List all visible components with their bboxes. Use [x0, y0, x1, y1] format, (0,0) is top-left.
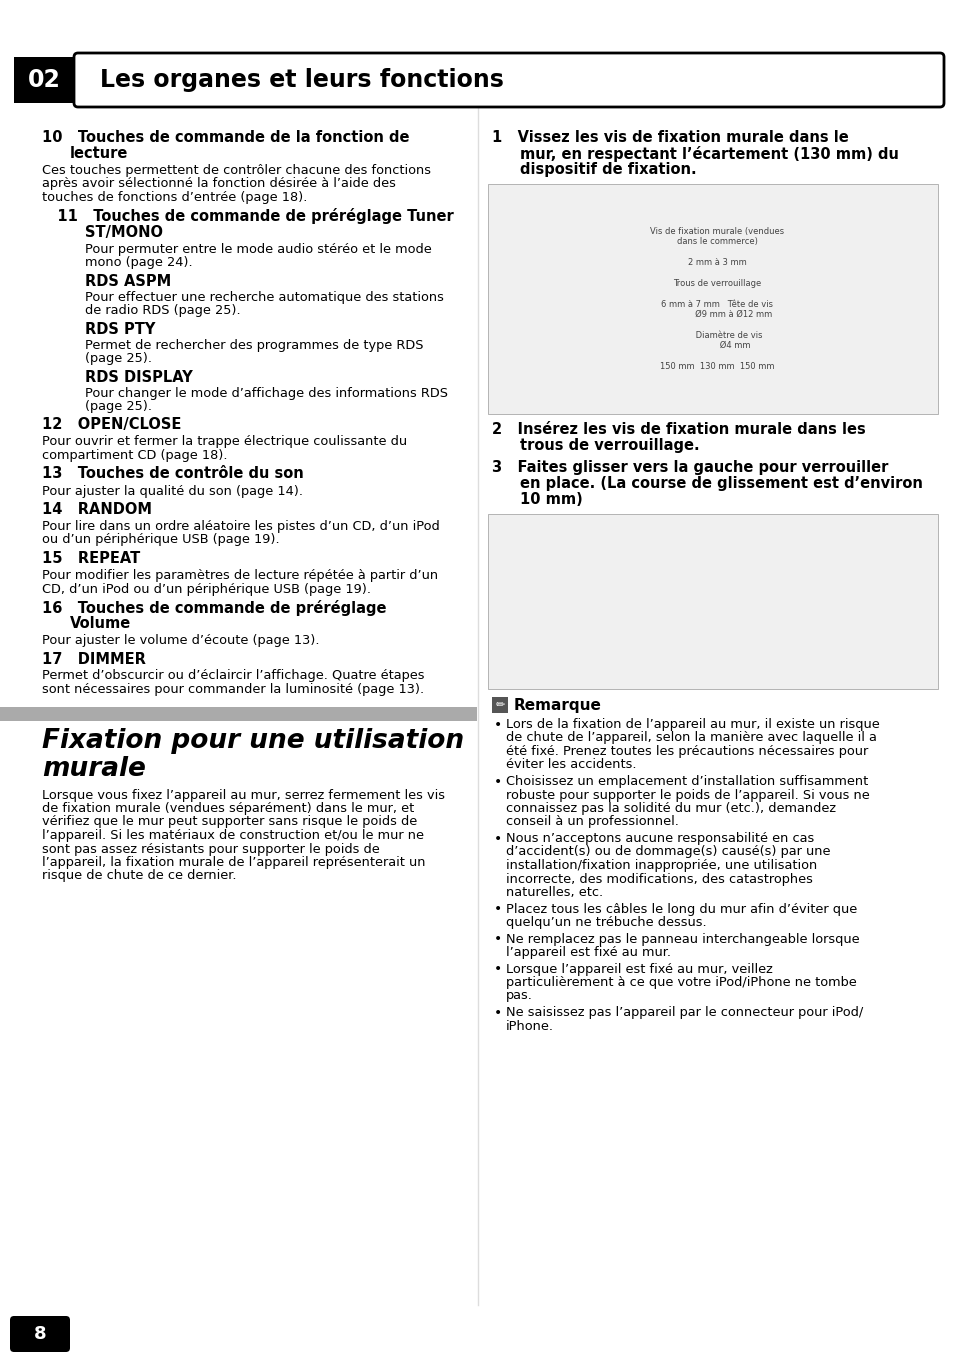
Text: compartiment CD (page 18).: compartiment CD (page 18). [42, 449, 227, 462]
Text: conseil à un professionnel.: conseil à un professionnel. [505, 816, 679, 828]
Text: 17   DIMMER: 17 DIMMER [42, 652, 146, 667]
Text: 3   Faites glisser vers la gauche pour verrouiller: 3 Faites glisser vers la gauche pour ver… [492, 459, 887, 476]
Text: Pour ajuster la qualité du son (page 14).: Pour ajuster la qualité du son (page 14)… [42, 485, 303, 497]
Text: de fixation murale (vendues séparément) dans le mur, et: de fixation murale (vendues séparément) … [42, 802, 414, 814]
Text: pas.: pas. [505, 989, 533, 1003]
Text: Pour effectuer une recherche automatique des stations: Pour effectuer une recherche automatique… [85, 290, 443, 304]
Text: 13   Touches de contrôle du son: 13 Touches de contrôle du son [42, 466, 303, 481]
Bar [488, 184, 937, 415]
Text: iPhone.: iPhone. [505, 1019, 554, 1033]
Text: •: • [494, 962, 501, 977]
Text: sont pas assez résistants pour supporter le poids de: sont pas assez résistants pour supporter… [42, 843, 379, 855]
Text: 8: 8 [33, 1325, 47, 1343]
Text: 12   OPEN/CLOSE: 12 OPEN/CLOSE [42, 417, 181, 432]
Text: RDS ASPM: RDS ASPM [85, 274, 172, 289]
Text: Permet de rechercher des programmes de type RDS: Permet de rechercher des programmes de t… [85, 339, 423, 351]
FancyBboxPatch shape [10, 1316, 70, 1352]
Text: été fixé. Prenez toutes les précautions nécessaires pour: été fixé. Prenez toutes les précautions … [505, 745, 867, 757]
Text: Choisissez un emplacement d’installation suffisamment: Choisissez un emplacement d’installation… [505, 775, 867, 789]
Text: après avoir sélectionné la fonction désirée à l’aide des: après avoir sélectionné la fonction dési… [42, 178, 395, 191]
Text: robuste pour supporter le poids de l’appareil. Si vous ne: robuste pour supporter le poids de l’app… [505, 789, 869, 802]
Text: Lorsque vous fixez l’appareil au mur, serrez fermement les vis: Lorsque vous fixez l’appareil au mur, se… [42, 789, 444, 802]
Text: Placez tous les câbles le long du mur afin d’éviter que: Placez tous les câbles le long du mur af… [505, 902, 857, 916]
Text: l’appareil, la fixation murale de l’appareil représenterait un: l’appareil, la fixation murale de l’appa… [42, 856, 425, 869]
Text: CD, d’un iPod ou d’un périphérique USB (page 19).: CD, d’un iPod ou d’un périphérique USB (… [42, 583, 371, 595]
Text: •: • [494, 775, 501, 789]
Text: 14   RANDOM: 14 RANDOM [42, 501, 152, 518]
Text: quelqu’un ne trébuche dessus.: quelqu’un ne trébuche dessus. [505, 916, 706, 930]
Text: •: • [494, 718, 501, 732]
Text: l’appareil est fixé au mur.: l’appareil est fixé au mur. [505, 946, 670, 959]
Text: particulièrement à ce que votre iPod/iPhone ne tombe: particulièrement à ce que votre iPod/iPh… [505, 976, 856, 989]
Text: connaissez pas la solidité du mur (etc.), demandez: connaissez pas la solidité du mur (etc.)… [505, 802, 835, 814]
Text: Pour ouvrir et fermer la trappe électrique coulissante du: Pour ouvrir et fermer la trappe électriq… [42, 435, 407, 449]
Text: 02: 02 [28, 68, 60, 92]
Text: en place. (La course de glissement est d’environ: en place. (La course de glissement est d… [519, 476, 922, 491]
Text: 10 mm): 10 mm) [519, 492, 582, 507]
Text: mono (page 24).: mono (page 24). [85, 256, 193, 270]
Text: ✏: ✏ [495, 701, 504, 710]
Bar [14, 57, 74, 103]
Text: 11   Touches de commande de préréglage Tuner: 11 Touches de commande de préréglage Tun… [42, 209, 454, 225]
Bar [0, 706, 476, 721]
Text: vérifiez que le mur peut supporter sans risque le poids de: vérifiez que le mur peut supporter sans … [42, 816, 416, 828]
Text: de radio RDS (page 25).: de radio RDS (page 25). [85, 304, 240, 317]
Text: Vis de fixation murale (vendues
dans le commerce)

2 mm à 3 mm

Trous de verroui: Vis de fixation murale (vendues dans le … [649, 226, 783, 371]
Text: 1   Vissez les vis de fixation murale dans le: 1 Vissez les vis de fixation murale dans… [492, 130, 848, 145]
Text: 15   REPEAT: 15 REPEAT [42, 551, 140, 566]
Text: Pour modifier les paramètres de lecture répétée à partir d’un: Pour modifier les paramètres de lecture … [42, 569, 437, 583]
Text: lecture: lecture [70, 146, 129, 161]
Text: Lors de la fixation de l’appareil au mur, il existe un risque: Lors de la fixation de l’appareil au mur… [505, 718, 879, 730]
Text: sont nécessaires pour commander la luminosité (page 13).: sont nécessaires pour commander la lumin… [42, 683, 424, 696]
Text: RDS PTY: RDS PTY [85, 321, 155, 336]
Text: incorrecte, des modifications, des catastrophes: incorrecte, des modifications, des catas… [505, 873, 812, 886]
Text: 2   Insérez les vis de fixation murale dans les: 2 Insérez les vis de fixation murale dan… [492, 421, 864, 438]
Text: murale: murale [42, 756, 146, 782]
Text: ou d’un périphérique USB (page 19).: ou d’un périphérique USB (page 19). [42, 534, 279, 546]
Text: •: • [494, 932, 501, 947]
Text: Ne remplacez pas le panneau interchangeable lorsque: Ne remplacez pas le panneau interchangea… [505, 932, 859, 946]
Text: installation/fixation inappropriée, une utilisation: installation/fixation inappropriée, une … [505, 859, 817, 873]
Text: l’appareil. Si les matériaux de construction et/ou le mur ne: l’appareil. Si les matériaux de construc… [42, 829, 423, 841]
Text: mur, en respectant l’écartement (130 mm) du: mur, en respectant l’écartement (130 mm)… [519, 146, 898, 163]
Text: d’accident(s) ou de dommage(s) causé(s) par une: d’accident(s) ou de dommage(s) causé(s) … [505, 846, 830, 859]
Text: Remarque: Remarque [514, 698, 601, 713]
FancyBboxPatch shape [74, 53, 943, 107]
Text: •: • [494, 832, 501, 846]
Text: Les organes et leurs fonctions: Les organes et leurs fonctions [100, 68, 503, 92]
Bar [492, 696, 507, 713]
Text: Nous n’acceptons aucune responsabilité en cas: Nous n’acceptons aucune responsabilité e… [505, 832, 814, 846]
Text: Pour changer le mode d’affichage des informations RDS: Pour changer le mode d’affichage des inf… [85, 386, 448, 400]
Text: touches de fonctions d’entrée (page 18).: touches de fonctions d’entrée (page 18). [42, 191, 307, 205]
Text: Permet d’obscurcir ou d’éclaircir l’affichage. Quatre étapes: Permet d’obscurcir ou d’éclaircir l’affi… [42, 669, 424, 683]
Text: Pour lire dans un ordre aléatoire les pistes d’un CD, d’un iPod: Pour lire dans un ordre aléatoire les pi… [42, 520, 439, 533]
Text: éviter les accidents.: éviter les accidents. [505, 759, 636, 771]
Text: ST/MONO: ST/MONO [85, 225, 163, 240]
Text: naturelles, etc.: naturelles, etc. [505, 886, 602, 898]
Text: 16   Touches de commande de préréglage: 16 Touches de commande de préréglage [42, 600, 386, 617]
Text: (page 25).: (page 25). [85, 400, 152, 413]
Text: RDS DISPLAY: RDS DISPLAY [85, 370, 193, 385]
Text: Ne saisissez pas l’appareil par le connecteur pour iPod/: Ne saisissez pas l’appareil par le conne… [505, 1005, 862, 1019]
Text: •: • [494, 1005, 501, 1020]
Text: Fixation pour une utilisation: Fixation pour une utilisation [42, 729, 464, 755]
Bar [488, 514, 937, 688]
Text: Lorsque l’appareil est fixé au mur, veillez: Lorsque l’appareil est fixé au mur, veil… [505, 962, 772, 976]
Text: Ces touches permettent de contrôler chacune des fonctions: Ces touches permettent de contrôler chac… [42, 164, 431, 178]
Text: 10   Touches de commande de la fonction de: 10 Touches de commande de la fonction de [42, 130, 409, 145]
Text: Pour ajuster le volume d’écoute (page 13).: Pour ajuster le volume d’écoute (page 13… [42, 634, 319, 646]
Text: dispositif de fixation.: dispositif de fixation. [519, 163, 696, 178]
Text: risque de chute de ce dernier.: risque de chute de ce dernier. [42, 870, 236, 882]
Text: Volume: Volume [70, 617, 132, 631]
Text: Pour permuter entre le mode audio stéréo et le mode: Pour permuter entre le mode audio stéréo… [85, 243, 432, 256]
Text: trous de verrouillage.: trous de verrouillage. [519, 438, 699, 453]
Text: •: • [494, 902, 501, 916]
Text: (page 25).: (page 25). [85, 352, 152, 364]
Text: de chute de l’appareil, selon la manière avec laquelle il a: de chute de l’appareil, selon la manière… [505, 732, 876, 744]
